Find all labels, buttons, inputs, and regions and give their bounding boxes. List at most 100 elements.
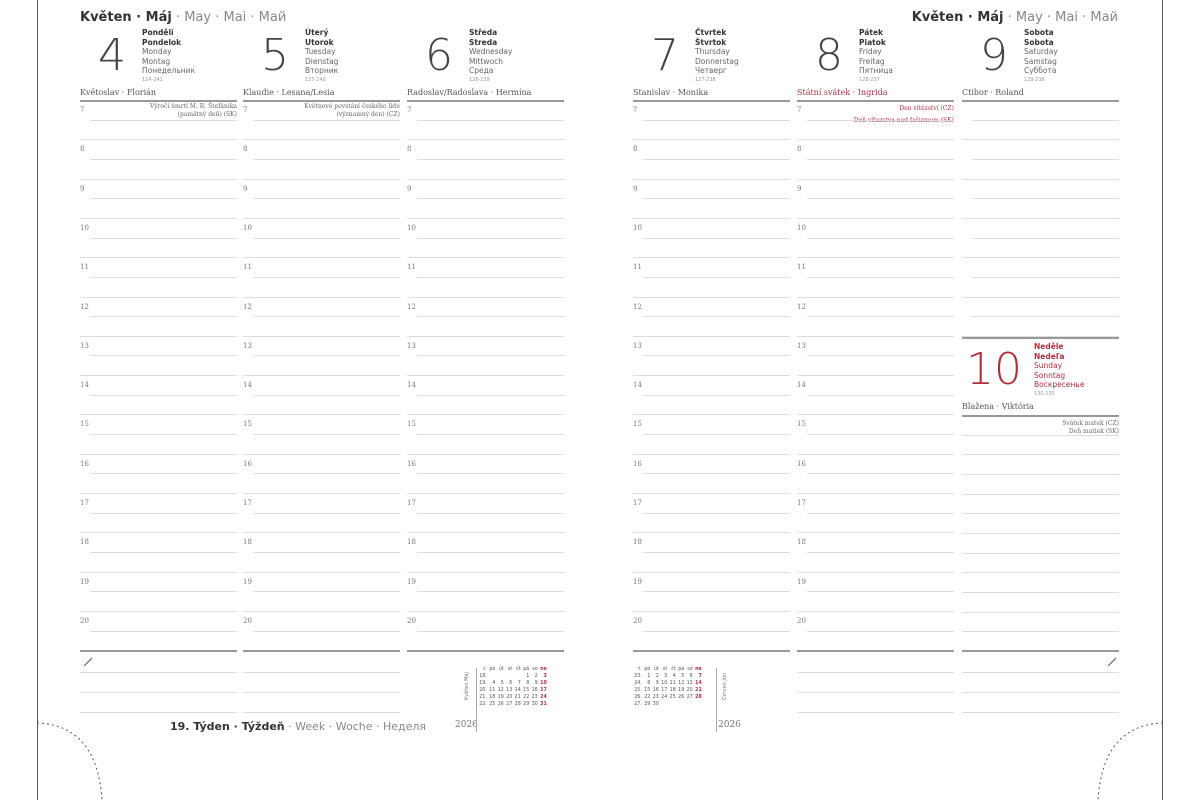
hour-label: 19 [797,577,806,586]
writing-line [962,454,1119,456]
day-name: Wednesday [469,47,513,57]
writing-line [90,237,237,239]
writing-line [797,493,954,494]
writing-line [90,316,237,318]
hour-label: 7 [797,106,802,114]
pen-icon[interactable] [1106,656,1118,668]
hour-label: 15 [797,420,806,429]
hour-label: 10 [633,223,642,232]
pen-icon[interactable] [82,656,94,668]
writing-line [80,493,237,494]
writing-line [643,512,790,514]
mini-calendar-row: 19. 4 5 6 7 8 9 10 [478,680,548,687]
day-rule [633,100,790,102]
writing-line [797,335,954,337]
day-name: Sobota [1024,28,1054,37]
day-name: Montag [142,56,171,66]
writing-line [417,394,564,396]
writing-line [417,237,564,239]
mini-calendar-cell: 2 [655,674,659,679]
nameday: Ctibor · Roland [962,88,1024,97]
month-header-bold: Květen · Máj [80,10,172,25]
day-name: Пятница [859,66,893,76]
day-number: 5 [261,30,289,81]
day-of-year-count: 126·239 [469,76,490,83]
day-number: 4 [98,30,126,81]
mini-calendar-cell: po [489,667,496,672]
hour-label: 9 [243,184,248,193]
writing-line [407,257,564,259]
mini-calendar-cell: 16 [652,688,659,693]
writing-line [253,591,400,593]
writing-line [80,571,237,573]
writing-line [253,158,400,160]
note-line: Den vítězství (CZ) [899,105,954,112]
hour-label: 15 [407,420,416,429]
writing-line [972,316,1119,318]
hour-label: 11 [80,263,89,272]
hour-label: 7 [243,106,248,114]
day-name: Mittwoch [469,56,504,66]
mini-calendar-row: t. po út st čt pá so ne [478,666,548,673]
mini-calendar-row: 21. 18 19 20 21 22 23 24 [478,694,548,701]
writing-line [417,119,564,121]
hour-label: 20 [797,616,806,625]
day-name: Pátek [859,28,884,37]
hour-label: 13 [633,341,642,350]
mini-calendar-cell: 12 [678,681,685,686]
hour-label: 19 [80,577,89,586]
writing-line [243,217,400,219]
mini-calendar-cell: 27. [634,702,642,707]
writing-line [253,198,400,200]
day-of-year-count: 127·238 [695,76,716,83]
mini-calendar-cell: 13 [506,688,513,693]
mini-calendar-cell [497,673,505,680]
hour-label: 14 [633,381,642,390]
note-line: Deň matiek (SK) [1068,428,1119,435]
mini-calendar: t. po út st čt pá so ne 23. 1 2 3 4 5 6 7 24. 8 9 10 11 12 13 1… [633,666,703,708]
day-rule [962,337,1119,339]
hour-label: 13 [243,341,252,350]
writing-line [80,414,237,416]
writing-line [807,473,954,475]
day-rule [407,100,564,102]
writing-line [407,217,564,219]
mini-calendar-cell: 1 [647,674,651,679]
hour-label: 20 [407,616,416,625]
hour-label: 7 [80,106,85,114]
mini-calendar-cell: 9 [534,681,538,686]
writing-line [797,178,954,180]
hour-label: 8 [243,145,248,154]
week-footer-other: · Week · Woche · Неделя [284,720,427,733]
day-name: Понедельник [142,66,196,76]
writing-line [797,414,954,416]
hour-label: 11 [797,263,806,272]
writing-line [417,630,564,632]
week-footer-bold: 19. Týden · Týždeň [170,720,285,733]
writing-line [243,296,400,298]
mini-calendar-cell: 4 [492,681,496,686]
writing-line [80,335,237,337]
hour-label: 16 [80,459,89,468]
day-number: 6 [425,30,453,81]
hour-label: 11 [407,263,416,272]
mini-calendar-cell: 23. [634,674,642,679]
mini-calendar-cell: 15 [644,688,651,693]
nameday: Květoslav · Florián [80,88,157,97]
writing-line [633,217,790,219]
writing-line [643,551,790,553]
day-of-year-count: 128·237 [859,76,880,83]
mini-calendar-cell: 20 [506,695,513,700]
notes-line [243,672,400,673]
hour-label: 8 [797,145,802,154]
writing-line [243,414,400,416]
writing-line [962,591,1119,593]
month-header-right: Květen · Máj · May · Mai · Май [912,10,1118,25]
writing-line [407,335,564,337]
writing-line [643,473,790,475]
writing-line [243,493,400,494]
writing-line [417,434,564,436]
month-header-bold: Květen · Máj [911,10,1004,25]
mini-calendar-cell: čt [671,667,676,672]
hour-label: 12 [407,302,416,311]
